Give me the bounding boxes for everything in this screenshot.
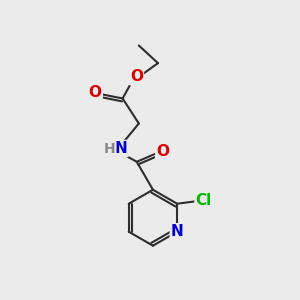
Text: O: O — [89, 85, 102, 100]
Text: Cl: Cl — [196, 193, 212, 208]
Text: O: O — [130, 69, 143, 84]
Text: N: N — [115, 141, 128, 156]
Text: N: N — [171, 224, 184, 239]
Text: O: O — [156, 144, 169, 159]
Text: H: H — [103, 142, 115, 156]
